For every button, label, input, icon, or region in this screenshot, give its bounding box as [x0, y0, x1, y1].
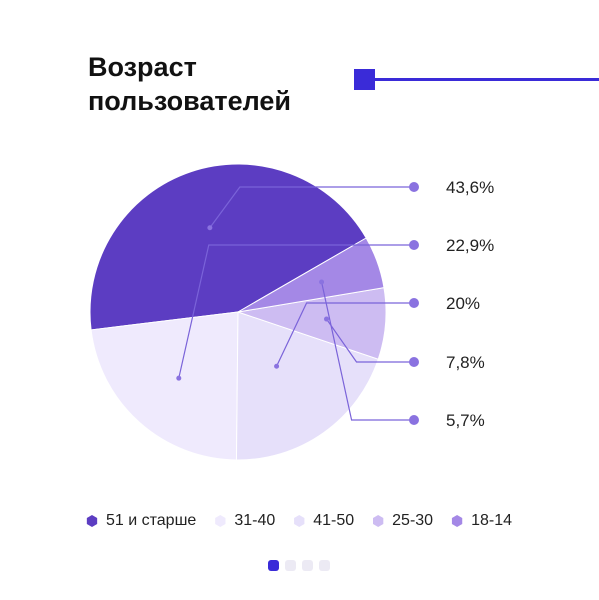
- legend-item-25-30: 25-30: [372, 512, 433, 530]
- pie-slice: [237, 237, 385, 313]
- label-marker-dot: [409, 357, 419, 367]
- pager-dot-4[interactable]: [319, 560, 330, 571]
- pie-slice: [90, 311, 239, 461]
- data-label: 5,7%: [446, 411, 485, 430]
- pager-dot-1[interactable]: [268, 560, 279, 571]
- legend-item-41-50: 41-50: [293, 512, 354, 530]
- legend-swatch: [215, 515, 226, 527]
- label-marker-dot: [409, 415, 419, 425]
- leader-line: [320, 281, 414, 421]
- leader-line: [209, 186, 414, 229]
- legend-item-31-40: 31-40: [214, 512, 275, 530]
- pie-slice: [89, 163, 367, 331]
- data-label: 7,8%: [446, 353, 485, 372]
- legend-label: 51 и старше: [106, 512, 197, 529]
- title-line-2: пользователей: [88, 86, 292, 116]
- page-title: Возраст пользователей: [88, 50, 291, 118]
- pie-slice: [235, 311, 379, 461]
- legend-label: 41-50: [313, 512, 355, 529]
- leader-line: [326, 318, 414, 363]
- title-line-1: Возраст: [88, 52, 197, 82]
- data-label: 43,6%: [446, 178, 494, 197]
- accent-square: [354, 69, 375, 90]
- legend-label: 18-14: [471, 512, 512, 529]
- pager[interactable]: [268, 560, 330, 571]
- legend-swatch: [372, 515, 384, 527]
- accent-line: [375, 78, 599, 81]
- legend-label: 25-30: [392, 512, 434, 529]
- leader-line: [178, 244, 414, 379]
- legend-item-18-14: 18-14: [451, 512, 512, 530]
- label-marker-dot: [409, 240, 419, 250]
- legend-swatch: [451, 515, 463, 527]
- leader-line: [276, 302, 414, 367]
- legend-swatch: [294, 515, 305, 527]
- slice-anchor-dot: [207, 225, 213, 231]
- label-marker-dot: [409, 298, 419, 308]
- label-marker-dot: [409, 182, 419, 192]
- slice-anchor-dot: [274, 363, 280, 369]
- pager-dot-3[interactable]: [302, 560, 313, 571]
- slice-anchor-dot: [324, 316, 330, 322]
- legend: 51 и старше 31-40 41-50 25-30 18-14: [86, 512, 512, 530]
- slice-anchor-dot: [176, 375, 182, 381]
- data-label: 20%: [446, 294, 480, 313]
- data-label: 22,9%: [446, 236, 494, 255]
- legend-item-51-plus: 51 и старше: [86, 512, 196, 530]
- legend-swatch: [86, 515, 98, 527]
- slice-anchor-dot: [319, 279, 325, 285]
- pager-dot-2[interactable]: [285, 560, 296, 571]
- legend-label: 31-40: [234, 512, 276, 529]
